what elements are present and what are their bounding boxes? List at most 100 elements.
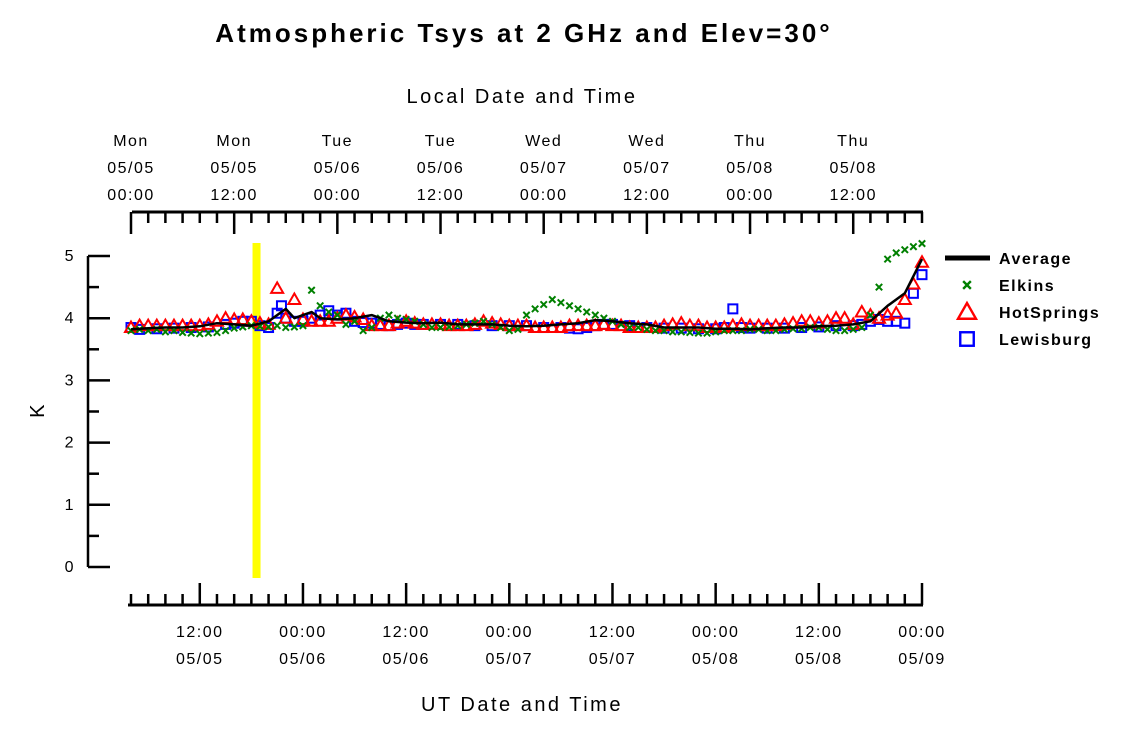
top-tick-day: Thu xyxy=(734,133,766,150)
hotsprings-point xyxy=(613,317,629,332)
legend-item-average: Average xyxy=(945,251,1072,268)
top-tick-day: Thu xyxy=(837,133,869,150)
elkins-point xyxy=(677,327,686,336)
hotsprings-point xyxy=(836,310,853,324)
x-stroke xyxy=(840,326,849,335)
elkins-point xyxy=(651,326,660,335)
x-stroke xyxy=(281,323,290,332)
top-tick-day: Tue xyxy=(322,133,353,150)
elkins-point xyxy=(213,328,221,337)
elkins-point xyxy=(264,323,273,331)
bottom-tick-date: 05/06 xyxy=(279,651,327,668)
top-tick-date: 05/05 xyxy=(107,160,155,177)
elkins-point xyxy=(857,323,866,332)
x-stroke xyxy=(668,327,677,336)
hotsprings-point xyxy=(587,317,604,332)
chart-title: Atmospheric Tsys at 2 GHz and Elev=30° xyxy=(215,18,832,48)
elkins-point xyxy=(875,283,883,292)
bottom-tick-time: 12:00 xyxy=(382,624,430,641)
top-tick-time: 12:00 xyxy=(210,187,258,204)
hotsprings-point xyxy=(269,280,285,294)
legend-item-hotsprings: HotSprings xyxy=(955,300,1100,322)
elkins-point xyxy=(574,304,582,313)
legend-label: HotSprings xyxy=(999,305,1100,322)
elkins-point xyxy=(359,326,368,335)
hotsprings-point xyxy=(604,317,621,332)
y-tick-label: 4 xyxy=(65,310,75,327)
hotsprings-point xyxy=(544,319,561,334)
x-stroke xyxy=(505,326,514,335)
elkins-point xyxy=(178,328,187,337)
x-stroke xyxy=(651,326,660,335)
x-stroke xyxy=(548,295,557,304)
x-stroke xyxy=(187,329,196,338)
top-tick-time: 00:00 xyxy=(107,187,155,204)
x-stroke xyxy=(428,323,436,332)
bottom-tick-date: 05/08 xyxy=(692,651,740,668)
legend-item-elkins: Elkins xyxy=(962,278,1054,295)
elkins-point xyxy=(522,311,531,319)
elkins-point xyxy=(531,304,540,313)
bottom-tick-date: 05/08 xyxy=(795,651,843,668)
series-average xyxy=(130,258,924,331)
x-stroke xyxy=(531,304,540,313)
lewisburg-point xyxy=(275,300,287,312)
x-stroke xyxy=(857,323,866,332)
x-stroke xyxy=(892,248,901,257)
top-tick-time: 12:00 xyxy=(417,187,465,204)
elkins-point xyxy=(505,326,514,335)
lewisburg-point xyxy=(907,287,919,299)
x-stroke xyxy=(703,329,711,338)
x-stroke xyxy=(875,283,883,292)
elkins-point xyxy=(299,321,307,330)
y-axis-title: K xyxy=(27,402,49,418)
elkins-point xyxy=(694,329,703,338)
top-tick-time: 00:00 xyxy=(726,187,774,204)
x-stroke xyxy=(316,301,325,310)
x-stroke xyxy=(273,321,282,330)
elkins-point xyxy=(204,329,213,338)
bottom-tick-date: 05/06 xyxy=(382,651,430,668)
elkins-point xyxy=(685,328,694,337)
elkins-point xyxy=(161,327,170,336)
y-tick-label: 3 xyxy=(65,372,75,389)
x-stroke xyxy=(582,308,591,316)
elkins-point xyxy=(548,295,557,304)
top-tick-date: 05/06 xyxy=(314,160,362,177)
hotsprings-point xyxy=(355,311,371,325)
elkins-point xyxy=(900,245,909,254)
hotsprings-point xyxy=(862,307,879,321)
bottom-tick-time: 12:00 xyxy=(795,624,843,641)
x-stroke xyxy=(333,311,342,319)
x-stroke xyxy=(685,328,694,337)
top-tick-day: Tue xyxy=(425,133,456,150)
y-tick-label: 0 xyxy=(65,559,75,576)
x-stroke xyxy=(436,323,445,332)
elkins-point xyxy=(539,300,548,309)
hotsprings-point xyxy=(553,319,569,334)
elkins-point xyxy=(832,326,840,335)
x-stroke xyxy=(909,242,918,251)
elkins-point xyxy=(565,301,574,310)
hotsprings-point xyxy=(897,291,913,306)
x-stroke xyxy=(221,326,230,335)
top-tick-date: 05/07 xyxy=(520,160,568,177)
x-stroke xyxy=(634,323,643,332)
x-stroke xyxy=(565,301,574,310)
elkins-point xyxy=(634,323,643,332)
bottom-tick-date: 05/05 xyxy=(176,651,224,668)
x-stroke xyxy=(677,327,686,336)
x-stroke xyxy=(342,320,350,329)
hotsprings-point xyxy=(828,310,844,324)
elkins-point xyxy=(230,324,239,333)
elkins-point xyxy=(556,298,565,307)
x-stroke xyxy=(350,317,359,326)
x-stroke xyxy=(324,308,333,316)
hotsprings-point xyxy=(381,317,397,332)
top-tick-day: Mon xyxy=(113,133,149,150)
hotsprings-point xyxy=(312,313,328,327)
legend-label: Average xyxy=(999,251,1072,268)
hotsprings-point xyxy=(398,313,414,327)
legend-label: Lewisburg xyxy=(999,332,1093,349)
x-stroke xyxy=(962,280,972,290)
